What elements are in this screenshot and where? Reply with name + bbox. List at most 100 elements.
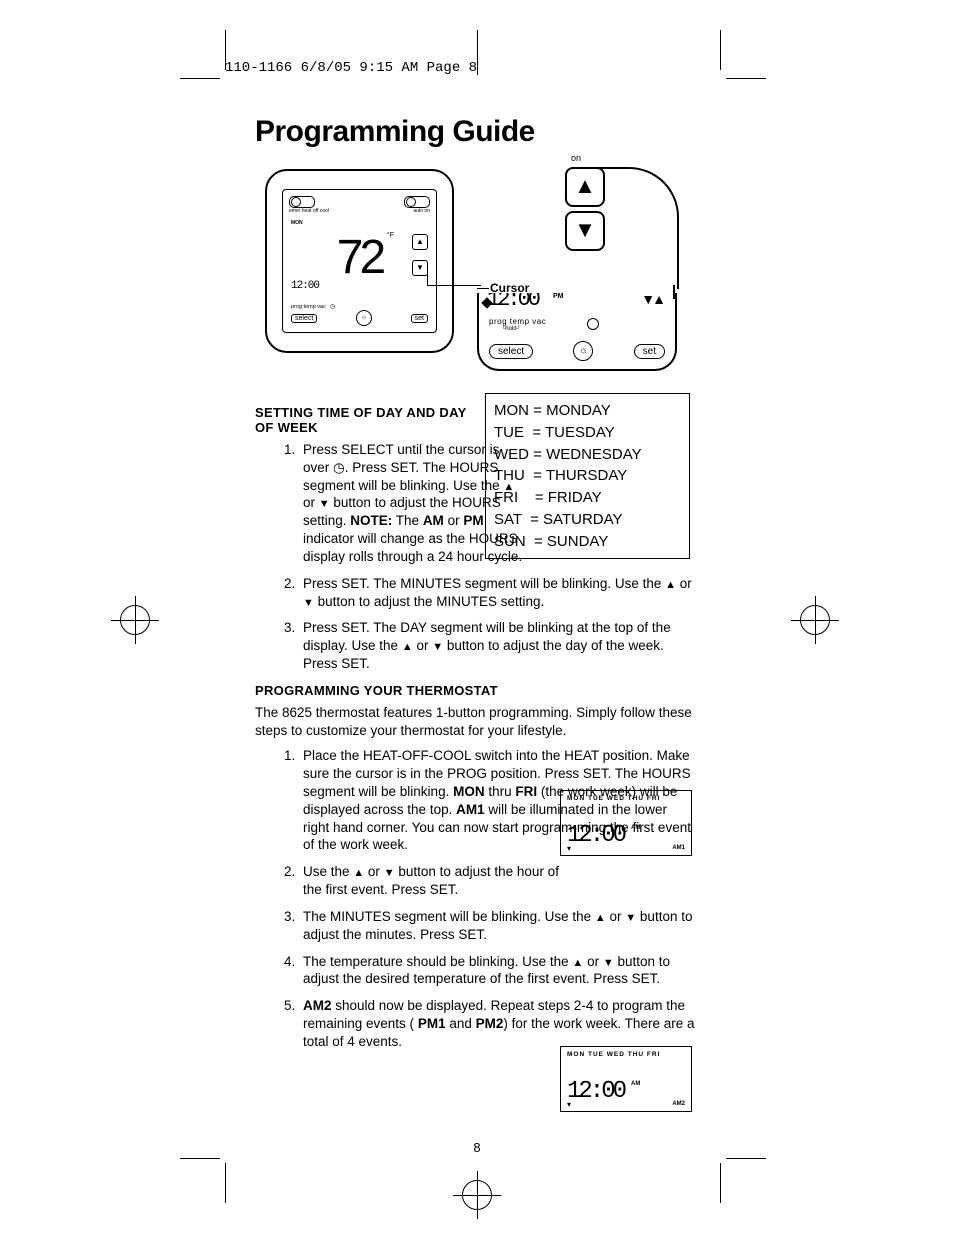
light-icon: ☼ (356, 310, 372, 326)
t: PM (463, 513, 483, 528)
crop-mark (720, 30, 721, 70)
crop-mark (720, 1163, 721, 1203)
set-button: set (634, 344, 665, 359)
lcd-ampm: AM (631, 1081, 640, 1087)
up-triangle-icon: ▲ (572, 957, 583, 969)
t: PM1 (418, 1016, 446, 1031)
lcd-days: MON TUE WED THU FRI (567, 1051, 660, 1058)
content-column: Programming Guide emer heat off cool aut… (255, 115, 695, 1061)
t: AM1 (456, 802, 485, 817)
t: or (676, 576, 692, 591)
t: AM2 (303, 998, 332, 1013)
registration-mark (800, 605, 830, 635)
crop-mark (180, 1158, 220, 1159)
lcd-figure-2: MON TUE WED THU FRI 12:00 AM ▾ AM2 (560, 1046, 692, 1112)
day-row: WED = WEDNESDAY (494, 444, 681, 466)
crop-mark (180, 78, 220, 79)
lcd-time: 12:00 (567, 1078, 624, 1105)
down-triangle-icon: ▼ (625, 912, 636, 924)
down-triangle-icon: ▼ (603, 957, 614, 969)
callout-curve (595, 167, 679, 289)
t: and (446, 1016, 476, 1031)
lcd-ampm: AM (631, 825, 640, 831)
select-button: select (489, 344, 533, 359)
up-triangle-icon: ▲ (353, 867, 364, 879)
bottom-buttons: select ☼ set (291, 310, 428, 326)
t: or (444, 513, 464, 528)
t: AM (423, 513, 444, 528)
t: button to adjust the MINUTES setting. (314, 594, 544, 609)
zoom-arrows: ▼▲ (641, 293, 663, 307)
time-display-small: 12:00 (291, 280, 319, 292)
section1-title: SETTING TIME OF DAY AND DAY OF WEEK (255, 405, 485, 435)
zoom-hold: └hold┘ (501, 326, 521, 332)
thermostat-screen: emer heat off cool auto on MON 72 °F ▲ ▼… (282, 189, 437, 333)
t: or (303, 495, 319, 510)
leader-line (427, 285, 481, 286)
note-label: NOTE: (350, 513, 392, 528)
crop-mark (726, 1158, 766, 1159)
day-legend-box: MON = MONDAY TUE = TUESDAY WED = WEDNESD… (485, 393, 690, 559)
on-label: on (571, 153, 581, 163)
leader-line (427, 263, 428, 285)
step: Press SET. The DAY segment will be blink… (299, 619, 695, 672)
step: The temperature should be blinking. Use … (299, 953, 695, 989)
right-slider-labels: auto on (413, 208, 430, 214)
fan-slider (404, 196, 430, 208)
day-row: SAT = SATURDAY (494, 509, 681, 531)
t: The MINUTES segment will be blinking. Us… (303, 909, 595, 924)
t: or (606, 909, 626, 924)
step: The MINUTES segment will be blinking. Us… (299, 908, 695, 944)
clock-icon: ◷ (330, 303, 335, 310)
slider-labels: emer heat off cool auto on (289, 208, 430, 214)
day-row: SUN = SUNDAY (494, 531, 681, 553)
t: MON (453, 784, 485, 799)
up-triangle-icon: ▲ (665, 579, 676, 591)
day-row: FRI = FRIDAY (494, 487, 681, 509)
light-icon: ☼ (573, 341, 593, 361)
thermostat-outline: emer heat off cool auto on MON 72 °F ▲ ▼… (265, 169, 454, 353)
t: or (413, 638, 433, 653)
step: Use the ▲ or ▼ button to adjust the hour… (299, 863, 573, 899)
day-indicator: MON (291, 220, 303, 226)
lcd-screen: MON TUE WED THU FRI 12:00 AM ▾ AM1 (560, 790, 692, 856)
t: Use the (303, 864, 353, 879)
registration-mark (462, 1180, 492, 1210)
zoom-pm: PM (553, 293, 564, 300)
mode-labels: prog temp vac (291, 304, 326, 310)
zoom-time: 12:00 (487, 293, 538, 312)
t: or (583, 954, 603, 969)
slider-row (289, 196, 430, 208)
lcd-corner: AM2 (672, 1101, 685, 1107)
zoom-buttons: select ☼ set (489, 341, 665, 361)
down-triangle-icon: ▼ (432, 641, 443, 653)
page-title: Programming Guide (255, 115, 695, 149)
mode-slider (289, 196, 315, 208)
up-triangle-icon: ▲ (595, 912, 606, 924)
lcd-figure-1: MON TUE WED THU FRI 12:00 AM ▾ AM1 (560, 790, 692, 856)
clock-icon (587, 318, 599, 330)
day-row: MON = MONDAY (494, 400, 681, 422)
clock-icon: ◷ (333, 460, 345, 475)
temperature-display: 72 (337, 230, 382, 285)
day-row: TUE = TUESDAY (494, 422, 681, 444)
lcd-screen: MON TUE WED THU FRI 12:00 AM ▾ AM2 (560, 1046, 692, 1112)
page-number: 8 (473, 1140, 480, 1155)
crop-mark (477, 30, 478, 75)
cursor-icon: ▾ (567, 844, 571, 853)
step: AM2 should now be displayed. Repeat step… (299, 997, 695, 1050)
set-button-small: set (411, 314, 428, 323)
step: Press SET. The MINUTES segment will be b… (299, 575, 695, 611)
day-row: THU = THURSDAY (494, 465, 681, 487)
down-triangle-icon: ▼ (303, 597, 314, 609)
cursor-icon: ▾ (567, 1100, 571, 1109)
zoom-mode-row: prog temp vac (489, 317, 546, 326)
down-triangle-icon: ▼ (384, 867, 395, 879)
down-button-small: ▼ (412, 260, 428, 276)
select-button-small: select (291, 314, 317, 323)
t: PM2 (476, 1016, 504, 1031)
print-header-text: 110-1166 6/8/05 9:15 AM Page 8 (225, 60, 477, 76)
down-triangle-icon: ▼ (319, 498, 330, 510)
degree-unit: °F (387, 232, 394, 239)
t: The temperature should be blinking. Use … (303, 954, 572, 969)
